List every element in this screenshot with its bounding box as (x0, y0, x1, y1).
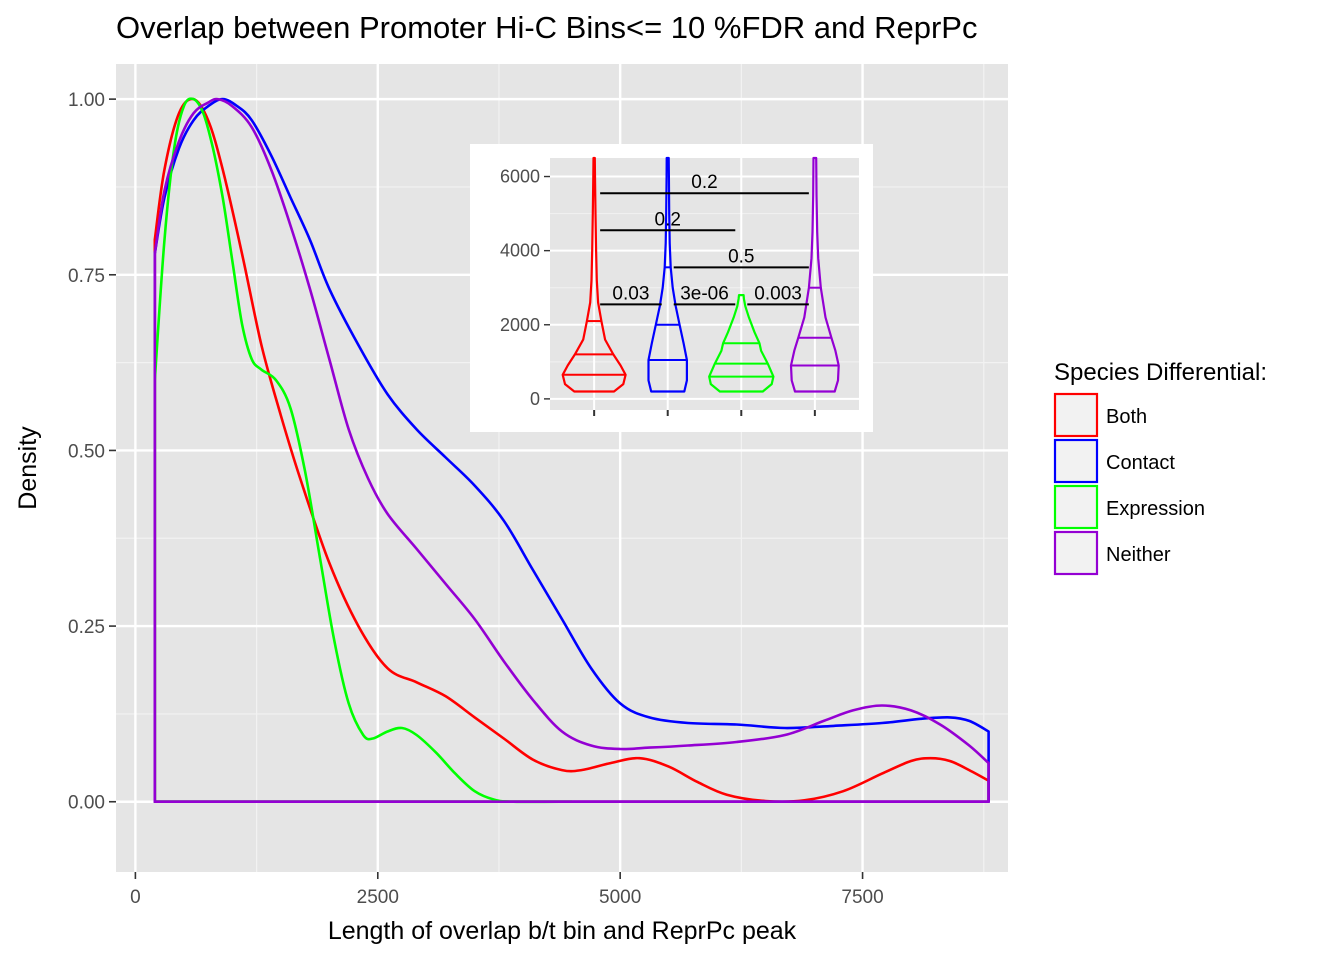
y-axis-label: Density (14, 426, 42, 510)
comparison-p-value: 3e-06 (680, 283, 729, 304)
density-curve-expression (153, 97, 573, 804)
inset-y-tick-label: 4000 (500, 241, 540, 261)
legend-title: Species Differential: (1054, 359, 1267, 386)
inset-panel (550, 158, 859, 410)
violin-neither (789, 156, 840, 393)
comparison-p-value: 0.03 (612, 283, 649, 304)
y-tick-label: 1.00 (68, 90, 105, 111)
y-tick-label: 0.50 (68, 441, 105, 462)
x-tick-label: 7500 (841, 887, 883, 908)
legend-label-both: Both (1106, 406, 1147, 428)
inset-axes: 0 2000 4000 6000 (500, 167, 816, 416)
legend-label-expression: Expression (1106, 498, 1205, 520)
comparison-p-value: 0.5 (728, 246, 754, 267)
legend-key-contact (1053, 438, 1099, 484)
x-tick-label: 5000 (599, 887, 641, 908)
legend-key-both (1053, 392, 1099, 438)
y-tick-label: 0.00 (68, 793, 105, 814)
legend: Species Differential: Both Contact Express… (1053, 359, 1267, 576)
inset-y-tick-label: 0 (530, 389, 540, 409)
violin-contact (647, 156, 688, 393)
comparison-p-value: 0.2 (691, 172, 717, 193)
x-axis-label: Length of overlap b/t bin and ReprPc pea… (328, 917, 797, 945)
inset-violins (561, 156, 840, 393)
density-curve-both (153, 97, 990, 803)
y-tick-label: 0.25 (68, 617, 105, 638)
chart-title: Overlap between Promoter Hi-C Bins<= 10 … (116, 10, 977, 45)
legend-key-expression (1053, 484, 1099, 530)
violin-both (561, 156, 627, 393)
density-curve-neither (153, 97, 990, 803)
comparison-p-value: 0.2 (655, 209, 681, 230)
legend-label-neither: Neither (1106, 544, 1171, 566)
legend-items: Both Contact Expression Neither (1053, 392, 1205, 576)
inset-y-tick-label: 2000 (500, 315, 540, 335)
legend-label-contact: Contact (1106, 452, 1175, 474)
comparison-p-value: 0.003 (754, 283, 802, 304)
legend-key-neither (1053, 530, 1099, 576)
x-tick-label: 2500 (357, 887, 399, 908)
inset-y-tick-label: 6000 (500, 167, 540, 187)
y-tick-label: 0.75 (68, 266, 105, 287)
density-curves (153, 97, 990, 804)
x-tick-label: 0 (130, 887, 141, 908)
